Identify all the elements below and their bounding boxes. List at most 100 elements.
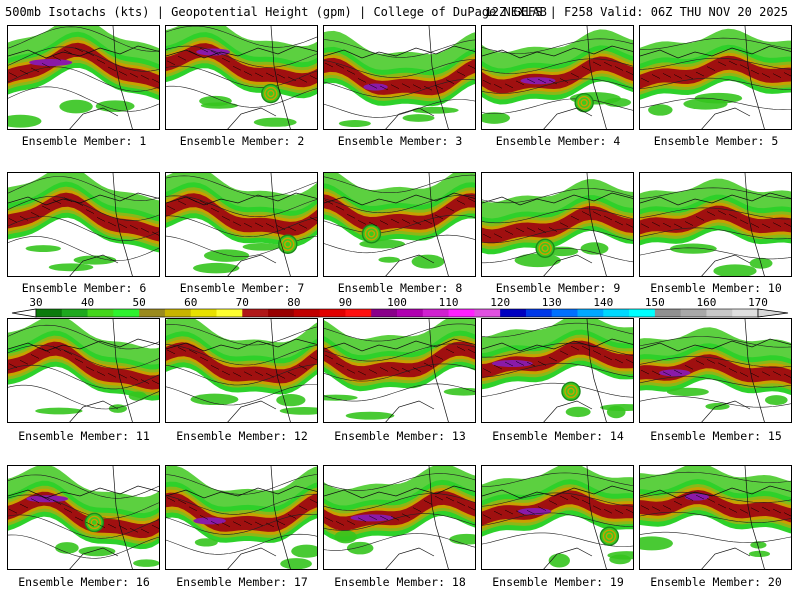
height-contour — [166, 85, 317, 108]
height-contour — [8, 66, 159, 92]
streamline-tick — [232, 65, 242, 71]
streamline-tick — [625, 223, 633, 228]
subtropical-wind-patch — [514, 253, 561, 268]
colorbar-swatch — [61, 309, 88, 317]
streamline-tick — [232, 521, 242, 526]
streamline-tick — [434, 495, 444, 501]
colorbar-swatch — [216, 309, 243, 317]
streamline-tick — [30, 498, 40, 503]
streamline-tick — [717, 503, 727, 509]
height-contour — [640, 531, 791, 543]
colorbar-arrow-right — [757, 308, 789, 318]
coastline-borders — [166, 466, 317, 569]
subtropical-wind-patch — [449, 533, 475, 545]
height-contour — [482, 188, 633, 204]
height-contour — [166, 384, 317, 406]
height-contour — [482, 382, 633, 398]
streamline-tick — [548, 356, 558, 362]
streamline-tick — [695, 360, 705, 365]
height-contour — [324, 513, 475, 531]
colorbar-swatch — [706, 309, 733, 317]
isotach-field — [8, 466, 159, 569]
streamline-tick — [243, 371, 253, 376]
streamline-tick — [504, 509, 514, 515]
streamline-tick — [412, 220, 422, 225]
height-contour — [482, 512, 633, 527]
streamline-tick — [445, 348, 455, 354]
member-label: Ensemble Member: 11 — [18, 429, 150, 443]
member-map-9 — [481, 172, 634, 277]
coastline-borders — [482, 466, 633, 569]
streamline-tick — [614, 358, 624, 364]
coastline-borders — [324, 26, 475, 129]
height-contour — [8, 26, 159, 52]
streamline-tick — [188, 349, 198, 354]
closed-low-circulation — [281, 237, 295, 251]
streamline-tick — [379, 220, 389, 225]
streamline-tick — [673, 74, 683, 79]
height-contour — [324, 343, 475, 362]
streamline-tick — [335, 362, 345, 368]
subtropical-wind-patch — [640, 536, 673, 551]
member-map-18 — [323, 465, 476, 570]
streamline-tick — [592, 505, 602, 510]
height-contour — [166, 324, 317, 346]
colorbar-swatch — [87, 309, 114, 317]
streamline-tick — [445, 206, 455, 212]
subtropical-wind-patch — [25, 245, 61, 253]
closed-low-circulation — [267, 89, 275, 98]
coastline-borders — [482, 319, 633, 422]
streamline-tick — [482, 233, 492, 239]
colorbar-swatch — [242, 309, 269, 317]
jet-isotach-layer — [8, 341, 159, 390]
streamline-tick — [467, 198, 475, 203]
subtropical-wind-patch — [666, 387, 709, 397]
subtropical-wind-patch — [48, 263, 94, 272]
height-contour — [640, 227, 791, 240]
streamline-tick — [467, 64, 475, 69]
streamline-tick — [8, 508, 18, 514]
height-contour — [482, 248, 633, 264]
streamline-tick — [41, 348, 51, 353]
member-map-10 — [639, 172, 792, 277]
colorbar-swatch — [422, 309, 449, 317]
streamline-tick — [728, 508, 738, 513]
streamline-tick — [761, 223, 771, 229]
streamline-tick — [445, 496, 455, 502]
streamline-tick — [640, 77, 650, 83]
member-label: Ensemble Member: 16 — [18, 575, 150, 589]
streamline-tick — [379, 515, 389, 521]
jet-core — [350, 514, 394, 522]
colorbar-swatch — [319, 309, 346, 317]
streamline-tick — [221, 370, 231, 376]
colorbar-tick-label: 40 — [81, 296, 94, 309]
member-map-6 — [7, 172, 160, 277]
subtropical-wind-patch — [190, 393, 239, 406]
subtropical-wind-patch — [565, 406, 591, 418]
streamline-tick — [662, 222, 672, 228]
colorbar-tick-label: 90 — [339, 296, 352, 309]
streamline-tick — [772, 222, 782, 227]
closed-low-circulation — [264, 86, 278, 101]
member-label: Ensemble Member: 13 — [334, 429, 466, 443]
height-contour — [166, 65, 317, 88]
streamline-tick — [412, 507, 422, 512]
streamline-tick — [199, 47, 209, 53]
streamline-tick — [74, 201, 84, 206]
streamline-tick — [625, 359, 633, 364]
isotach-field — [482, 26, 633, 129]
jet-isotach-layer — [166, 342, 317, 384]
streamline-tick — [456, 501, 466, 506]
streamline-tick — [140, 528, 150, 534]
streamline-tick — [30, 212, 40, 217]
height-contour — [324, 533, 475, 551]
streamline-tick — [118, 525, 128, 530]
streamline-tick — [482, 514, 492, 519]
closed-low-circulation — [90, 518, 99, 527]
height-contour — [8, 514, 159, 539]
subtropical-wind-patch — [35, 407, 83, 415]
colorbar-swatch — [577, 309, 604, 317]
member-label: Ensemble Member: 14 — [492, 429, 624, 443]
isotach-field — [482, 173, 633, 276]
isotach-field — [324, 319, 475, 422]
